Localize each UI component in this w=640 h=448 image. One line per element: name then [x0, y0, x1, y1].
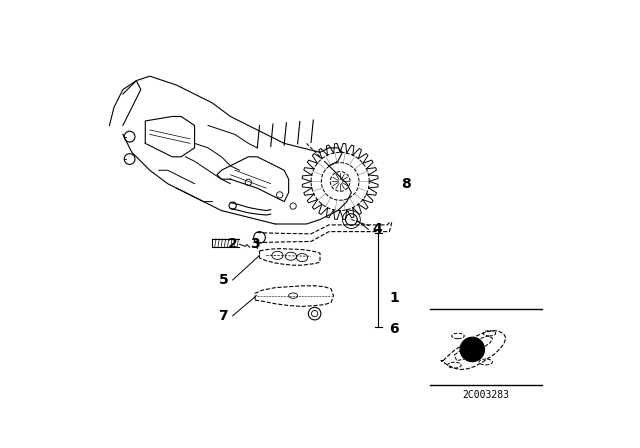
- Text: 5: 5: [218, 273, 228, 287]
- Text: 4: 4: [373, 222, 383, 237]
- Text: 7: 7: [218, 309, 228, 323]
- Circle shape: [460, 337, 484, 362]
- Text: 8: 8: [401, 177, 410, 191]
- Text: 2C003283: 2C003283: [462, 390, 509, 400]
- Text: 1: 1: [389, 291, 399, 305]
- Text: 2: 2: [228, 237, 237, 251]
- Text: 3: 3: [250, 237, 260, 251]
- Text: 6: 6: [389, 322, 399, 336]
